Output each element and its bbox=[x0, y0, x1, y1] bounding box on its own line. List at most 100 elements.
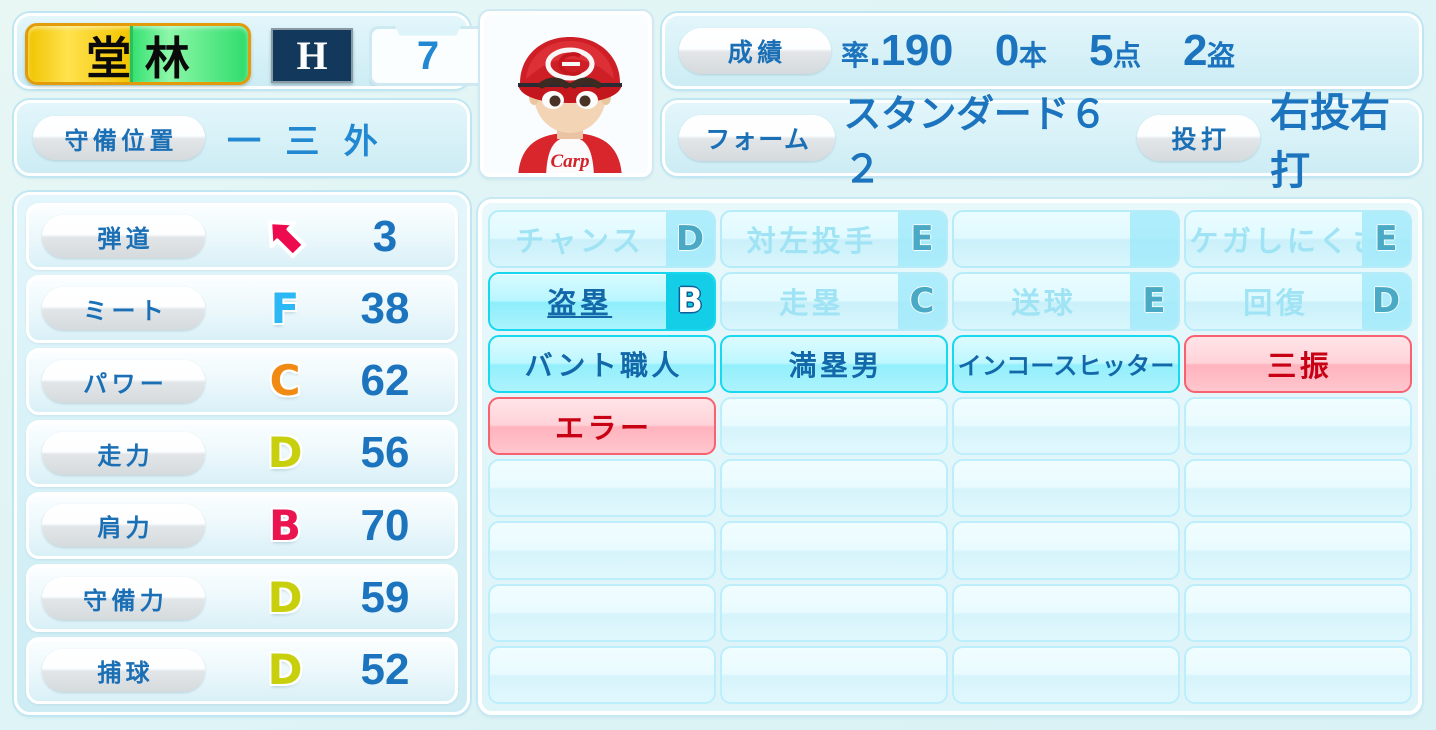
skill-cell-empty bbox=[720, 459, 948, 518]
skill-grade: B bbox=[666, 274, 714, 329]
trajectory-arrow-icon bbox=[257, 214, 313, 260]
skill-grade: E bbox=[1130, 274, 1178, 329]
skill-cell[interactable]: 送球 E bbox=[952, 272, 1180, 331]
ability-value: 59 bbox=[360, 573, 410, 623]
skill-cell[interactable]: 回復 D bbox=[1184, 272, 1412, 331]
ability-row[interactable]: ミート F 38 bbox=[26, 275, 458, 343]
ability-row[interactable]: 肩力 B 70 bbox=[26, 492, 458, 560]
skill-cell-empty bbox=[952, 210, 1180, 269]
skill-name: 盗塁 bbox=[547, 288, 613, 321]
form-panel: フォーム スタンダード６２ 投打 右投右打 bbox=[662, 91, 1422, 193]
skill-cell-empty bbox=[720, 645, 948, 704]
skill-cell-empty bbox=[1184, 645, 1412, 704]
skill-cell[interactable]: インコースヒッター bbox=[952, 334, 1180, 393]
ability-grade: C bbox=[269, 356, 301, 406]
skill-name: チャンス bbox=[515, 226, 645, 259]
skill-cell-empty bbox=[1184, 396, 1412, 455]
ability-label: 肩力 bbox=[42, 504, 205, 548]
player-avatar: Carp bbox=[480, 11, 652, 177]
team-badge-letter: H bbox=[296, 32, 328, 78]
ability-row[interactable]: 捕球 D 52 bbox=[26, 636, 458, 704]
ability-row[interactable]: 弾道 3 bbox=[26, 203, 458, 271]
skill-cell-empty bbox=[952, 521, 1180, 580]
skill-cell[interactable]: バント職人 bbox=[488, 334, 716, 393]
ability-value: 52 bbox=[360, 645, 410, 695]
ability-row[interactable]: 守備力 D 59 bbox=[26, 564, 458, 632]
skill-cell-empty bbox=[1184, 583, 1412, 642]
skill-name: エラー bbox=[555, 412, 653, 445]
skill-cell-empty bbox=[952, 396, 1180, 455]
player-name: 堂林 bbox=[86, 31, 204, 85]
skill-cell-empty bbox=[488, 459, 716, 518]
ability-grade: D bbox=[267, 645, 303, 695]
skill-grade: E bbox=[1362, 212, 1410, 267]
position-values: 一 三 外 bbox=[227, 122, 386, 161]
team-badge: H bbox=[271, 28, 353, 83]
ability-row[interactable]: パワー C 62 bbox=[26, 347, 458, 415]
record-label: 成績 bbox=[679, 28, 831, 74]
skill-cell-empty bbox=[488, 645, 716, 704]
skill-name: 回復 bbox=[1243, 288, 1309, 321]
stolen-bases: 2 盗 bbox=[1183, 26, 1235, 76]
skill-cell[interactable]: チャンス D bbox=[488, 210, 716, 269]
cap-logo-icon bbox=[545, 47, 595, 81]
rbi-value: 5 bbox=[1088, 26, 1113, 75]
runs-batted-in: 5 点 bbox=[1089, 26, 1141, 76]
ability-value: 70 bbox=[360, 500, 410, 550]
player-identity-panel: 堂林 H 7 bbox=[14, 13, 487, 89]
average-unit: 率 bbox=[841, 40, 870, 71]
skill-cell-empty bbox=[952, 645, 1180, 704]
position-panel: 守備位置 一 三 外 bbox=[14, 100, 470, 176]
skill-name: 三振 bbox=[1267, 350, 1333, 383]
position-label: 守備位置 bbox=[33, 116, 205, 160]
home-runs: 0 本 bbox=[995, 26, 1047, 76]
skill-cell[interactable]: 対左投手 E bbox=[720, 210, 948, 269]
skill-cell[interactable]: 走塁 C bbox=[720, 272, 948, 331]
ability-label: ミート bbox=[42, 287, 205, 331]
skill-cell-empty bbox=[720, 583, 948, 642]
skill-cell-empty bbox=[1184, 459, 1412, 518]
ability-list: 弾道 3 ミート F 38 パワー C 62 走力 D 56 肩力 B 70 守備力 D 59 捕球 D 52 bbox=[14, 192, 470, 715]
skill-cell-empty bbox=[488, 521, 716, 580]
ability-value: 62 bbox=[360, 356, 410, 406]
home-run-value: 0 bbox=[994, 26, 1019, 75]
ability-row[interactable]: 走力 D 56 bbox=[26, 419, 458, 488]
average-value: .190 bbox=[869, 26, 953, 75]
ability-value: 56 bbox=[360, 428, 410, 478]
rbi-unit: 点 bbox=[1112, 40, 1141, 71]
skill-grade bbox=[1130, 212, 1178, 267]
ability-label: 捕球 bbox=[42, 648, 205, 692]
form-label: フォーム bbox=[679, 115, 836, 161]
skill-cell[interactable]: エラー bbox=[488, 396, 716, 455]
stolen-base-unit: 盗 bbox=[1207, 40, 1236, 71]
avatar-illustration: Carp bbox=[484, 15, 648, 173]
throw-bat-value: 右投右打 bbox=[1270, 91, 1391, 193]
skill-grade: C bbox=[898, 274, 946, 329]
skill-cell[interactable]: 三振 bbox=[1184, 334, 1412, 393]
throw-bat-label: 投打 bbox=[1137, 115, 1261, 161]
skill-name: インコースヒッター bbox=[957, 353, 1175, 381]
skill-cell[interactable]: 盗塁 B bbox=[488, 272, 716, 331]
ability-value: 38 bbox=[360, 283, 410, 333]
skill-grade: D bbox=[1362, 274, 1410, 329]
skill-grade: D bbox=[666, 212, 714, 267]
stolen-base-value: 2 bbox=[1183, 26, 1208, 75]
ability-value: 3 bbox=[372, 211, 398, 261]
form-value: スタンダード６２ bbox=[843, 94, 1107, 191]
player-name-plate[interactable]: 堂林 bbox=[25, 23, 251, 85]
skill-cell-empty bbox=[720, 521, 948, 580]
skill-cell-empty bbox=[1184, 521, 1412, 580]
skill-name: 対左投手 bbox=[746, 226, 877, 259]
skill-name: ケガしにくさ bbox=[1189, 226, 1362, 259]
skill-cell-empty bbox=[952, 459, 1180, 518]
skill-name: バント職人 bbox=[524, 349, 683, 381]
skill-name: 走塁 bbox=[779, 288, 845, 321]
skill-cell[interactable]: ケガしにくさE bbox=[1184, 210, 1412, 269]
ability-grade: B bbox=[268, 500, 301, 550]
skill-name: 満塁男 bbox=[788, 349, 883, 381]
skill-cell[interactable]: 満塁男 bbox=[720, 334, 948, 393]
skill-cell-empty bbox=[488, 583, 716, 642]
skill-cell-empty bbox=[952, 583, 1180, 642]
ability-grade: D bbox=[267, 428, 303, 478]
skill-name: 送球 bbox=[1011, 288, 1077, 321]
